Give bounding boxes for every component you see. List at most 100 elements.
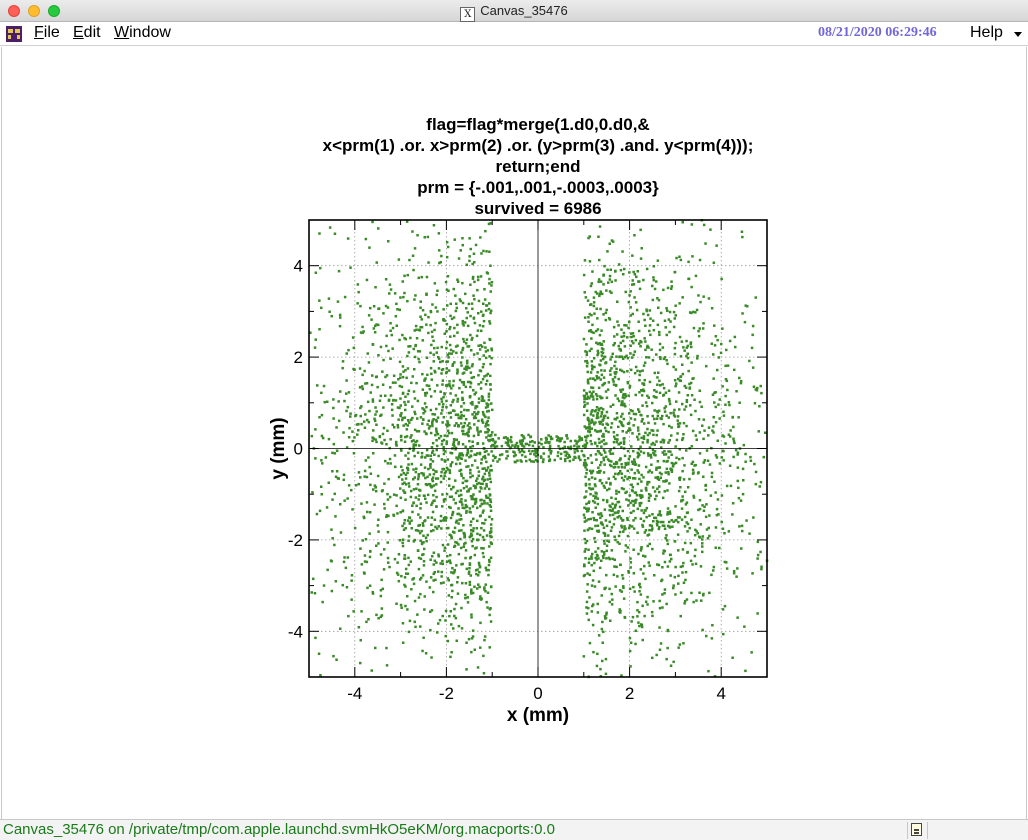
data-point — [351, 430, 354, 433]
data-point — [658, 330, 661, 334]
plot-canvas[interactable]: -4 -2 0 2 4 -4 -2 0 2 4 x (mm) y (mm) flag=flag*merg… — [1, 47, 1027, 819]
data-point — [448, 559, 452, 562]
data-point — [592, 390, 595, 393]
data-point — [388, 457, 392, 461]
data-point — [528, 443, 531, 447]
data-point — [354, 413, 358, 417]
data-point — [648, 431, 651, 435]
y-tick-label: 2 — [294, 348, 303, 367]
menu-window[interactable]: Window — [114, 24, 171, 41]
data-point — [390, 403, 394, 406]
zoom-window-button[interactable] — [48, 5, 60, 17]
menu-help[interactable]: Help — [970, 24, 1003, 41]
data-point — [695, 599, 698, 602]
data-point — [716, 439, 719, 442]
data-point — [665, 534, 668, 537]
data-point — [725, 561, 728, 564]
data-point — [446, 422, 450, 425]
help-chevron-down-icon[interactable] — [1014, 32, 1022, 37]
close-window-button[interactable] — [8, 5, 20, 17]
data-point — [466, 424, 470, 427]
data-point — [637, 621, 640, 624]
data-point — [672, 310, 676, 314]
data-point — [318, 328, 321, 331]
data-point — [627, 326, 630, 330]
data-point — [377, 530, 380, 533]
data-point — [440, 397, 443, 401]
data-point — [405, 376, 408, 380]
data-point — [371, 400, 375, 403]
data-point — [598, 341, 601, 345]
data-point — [600, 420, 603, 424]
data-point — [604, 617, 607, 620]
data-point — [698, 591, 701, 594]
data-point — [705, 528, 709, 531]
data-point — [444, 497, 447, 501]
data-point — [644, 555, 647, 558]
data-point — [429, 310, 433, 314]
data-point — [586, 361, 589, 365]
data-point — [584, 435, 587, 439]
data-point — [484, 350, 488, 353]
data-point — [454, 616, 458, 620]
data-point — [327, 481, 330, 484]
data-point — [375, 544, 378, 547]
data-point — [758, 485, 761, 488]
data-point — [590, 337, 593, 340]
data-point — [583, 459, 587, 462]
data-point — [425, 501, 428, 504]
data-point — [376, 474, 380, 478]
data-point — [476, 352, 479, 355]
data-point — [603, 463, 606, 466]
data-point — [594, 453, 598, 456]
data-point — [482, 249, 485, 253]
data-point — [462, 524, 465, 527]
data-point — [641, 441, 645, 444]
data-point — [595, 553, 599, 557]
data-point — [675, 456, 678, 460]
data-point — [524, 442, 528, 446]
menu-file[interactable]: File — [34, 24, 60, 41]
data-point — [647, 480, 651, 484]
data-point — [455, 302, 458, 305]
data-point — [728, 339, 732, 343]
data-point — [406, 354, 409, 358]
data-point — [759, 480, 763, 484]
data-point — [679, 379, 682, 383]
data-point — [417, 430, 421, 433]
data-point — [456, 323, 459, 327]
data-point — [714, 405, 717, 409]
data-point — [422, 524, 425, 527]
data-point — [612, 440, 616, 444]
data-point — [648, 524, 652, 527]
data-point — [407, 556, 410, 560]
data-point — [620, 524, 623, 528]
data-point — [491, 459, 495, 462]
data-point — [483, 298, 487, 301]
data-point — [712, 565, 716, 569]
menu-edit[interactable]: Edit — [73, 24, 101, 41]
data-point — [436, 477, 440, 480]
data-point — [451, 530, 455, 534]
data-point — [642, 278, 645, 282]
data-point — [433, 559, 437, 562]
data-point — [373, 419, 377, 423]
data-point — [629, 641, 633, 644]
data-point — [410, 418, 413, 422]
data-point — [715, 456, 719, 459]
data-point — [442, 467, 446, 471]
app-icon[interactable] — [6, 26, 22, 42]
document-icon[interactable] — [911, 823, 922, 836]
data-point — [620, 369, 624, 373]
data-point — [483, 454, 487, 458]
data-point — [639, 549, 643, 552]
data-point — [599, 667, 602, 671]
data-point — [412, 268, 415, 272]
data-point — [633, 477, 637, 480]
data-point — [488, 646, 491, 649]
data-point — [403, 557, 407, 560]
data-point — [624, 405, 627, 408]
data-point — [686, 394, 689, 397]
minimize-window-button[interactable] — [28, 5, 40, 17]
data-point — [661, 524, 665, 527]
